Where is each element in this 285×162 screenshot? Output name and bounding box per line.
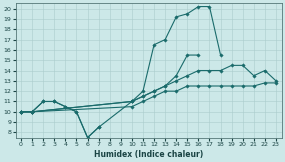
X-axis label: Humidex (Indice chaleur): Humidex (Indice chaleur) [94, 150, 203, 159]
